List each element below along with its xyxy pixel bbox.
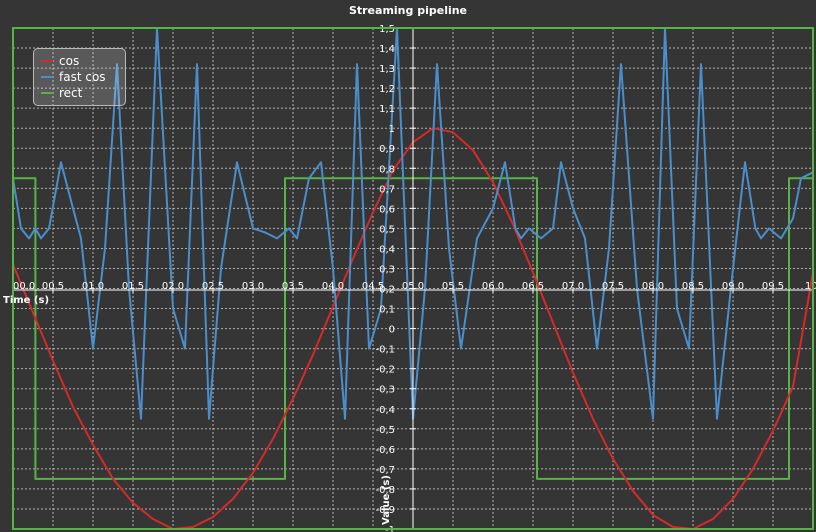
y-tick-label: -0,8 [375,485,395,496]
x-tick-label: 05.5 [442,281,464,292]
x-tick-label: 03.0 [242,281,264,292]
x-tick-label: 02.0 [162,281,184,292]
x-axis-title: Time (s) [3,295,49,306]
x-tick-label: 05.0 [402,281,424,292]
y-tick-label: 1,2 [379,84,395,95]
legend-swatch [41,92,53,94]
legend-label: rect [59,86,83,100]
x-tick-label: 01.5 [122,281,144,292]
legend-item-rect: rect [41,85,123,101]
y-tick-label: -0,7 [375,465,395,476]
x-tick-label: 06.5 [522,281,544,292]
x-tick-label: 04.0 [322,281,344,292]
y-tick-label: 1,5 [379,24,395,35]
series-line-rect [13,177,813,480]
legend-item-cos: cos [41,53,123,69]
legend-swatch [41,76,53,78]
y-tick-label: 0,1 [379,305,395,316]
legend-label: fast cos [59,70,106,84]
y-tick-label: 1,3 [379,64,395,75]
y-tick-label: 0,6 [379,204,395,215]
y-tick-label: 0,8 [379,164,395,175]
x-tick-label: 08.0 [642,281,664,292]
x-tick-label: 08.5 [682,281,704,292]
x-tick-label: 09.5 [762,281,784,292]
x-tick-label: 09.0 [722,281,744,292]
chart-title: Streaming pipeline [348,4,468,17]
x-tick-label: 10. [805,281,816,292]
x-tick-label: 04.5 [362,281,384,292]
y-tick-label: 0,3 [379,264,395,275]
y-tick-label: 0,7 [379,184,395,195]
y-tick-label: -0,9 [375,505,395,516]
y-tick-label: 0,4 [379,244,395,255]
y-tick-label: 0,5 [379,224,395,235]
x-tick-label: 07.5 [602,281,624,292]
plot-frame [12,27,814,530]
x-tick-label: 03.5 [282,281,304,292]
y-tick-label: 1,1 [379,104,395,115]
y-tick-label: -0,3 [375,385,395,396]
legend: cos fast cos rect [33,48,126,106]
x-tick-label: 02.5 [202,281,224,292]
x-tick-label: 01.0 [82,281,104,292]
x-tick-label: 06.0 [482,281,504,292]
x-tick-label: 07.0 [562,281,584,292]
y-tick-label: -0,4 [375,405,395,416]
y-tick-label: 0 [389,325,395,336]
y-tick-label: 0,9 [379,144,395,155]
y-tick-label: -0,2 [375,365,395,376]
y-tick-label: -0,1 [375,345,395,356]
legend-label: cos [59,54,80,68]
legend-item-fast-cos: fast cos [41,69,123,85]
x-tick-label: 00.0 [13,281,35,292]
y-tick-label: 0,2 [379,285,395,296]
y-axis-title: Value (s) [381,475,392,525]
y-tick-label: 1,4 [379,44,395,55]
y-tick-label: 1 [389,124,395,135]
y-tick-label: -0,6 [375,445,395,456]
y-tick-label: -0,5 [375,425,395,436]
legend-swatch [41,60,53,62]
x-tick-label: 00.5 [42,281,64,292]
